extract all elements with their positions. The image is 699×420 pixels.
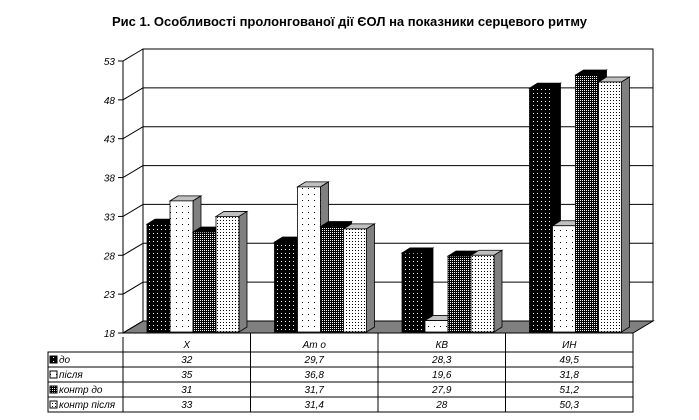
y-tick-label: 38	[104, 174, 116, 185]
bar	[274, 241, 298, 333]
bar-side	[493, 249, 503, 333]
gridline-side	[122, 48, 144, 62]
data-label: 31	[181, 385, 192, 396]
data-label: 36,8	[305, 370, 325, 381]
y-tick-label: 48	[104, 96, 116, 107]
gridline-side	[122, 126, 144, 140]
data-label: 29,7	[304, 355, 325, 366]
y-tick-label: 28	[103, 251, 116, 262]
gridline-side	[122, 165, 144, 179]
bar	[343, 228, 367, 333]
data-label: 32	[181, 355, 193, 366]
category-label: КВ	[435, 340, 448, 351]
gridline-side	[122, 203, 144, 217]
gridline-side	[122, 242, 144, 256]
gridline-side	[122, 87, 144, 101]
bar	[529, 87, 553, 333]
y-tick-label: 18	[104, 329, 116, 340]
bar	[470, 254, 495, 333]
data-label: 33	[181, 400, 193, 411]
category-label: Ат о	[302, 340, 327, 351]
bar-side	[366, 223, 375, 333]
data-label: 19,6	[432, 370, 452, 381]
legend-swatch	[49, 385, 58, 394]
bar	[215, 216, 240, 333]
data-label: 31,8	[560, 370, 580, 381]
data-label: 50,3	[560, 400, 580, 411]
legend-label: контр до	[59, 385, 103, 396]
legend-swatch	[49, 355, 58, 364]
legend-swatch	[49, 370, 58, 379]
bar	[146, 223, 171, 333]
y-tick-label: 33	[104, 212, 116, 223]
data-label: 31,4	[305, 400, 325, 411]
data-label: 27,9	[431, 385, 452, 396]
bar	[169, 200, 194, 333]
y-tick-label: 43	[104, 135, 116, 146]
gridline-side	[122, 320, 144, 334]
bar	[192, 231, 217, 333]
legend-label: до	[59, 355, 71, 366]
legend-label: після	[59, 370, 83, 381]
bar	[447, 255, 472, 333]
data-label: 49,5	[560, 355, 580, 366]
bar	[297, 186, 321, 333]
y-tick-label: 53	[104, 57, 116, 68]
bar-side	[621, 76, 630, 333]
bar	[320, 226, 344, 333]
chart-title: Рис 1. Особливості пролонгованої дії ЄОЛ…	[111, 14, 588, 29]
bar	[401, 252, 426, 333]
bar	[424, 320, 449, 333]
bar	[575, 74, 599, 333]
legend-swatch	[49, 400, 58, 409]
category-label: ИН	[562, 340, 577, 351]
data-label: 51,2	[560, 385, 580, 396]
bar	[598, 81, 622, 333]
bar	[552, 225, 576, 333]
data-label: 28,3	[431, 355, 452, 366]
data-label: 35	[181, 370, 193, 381]
gridline-side	[122, 281, 144, 295]
legend-label: контр після	[59, 400, 116, 411]
data-label: 28	[435, 400, 448, 411]
bar-side	[238, 210, 248, 333]
data-label: 31,7	[305, 385, 325, 396]
y-tick-label: 23	[103, 290, 116, 301]
category-label: Х	[182, 340, 190, 351]
